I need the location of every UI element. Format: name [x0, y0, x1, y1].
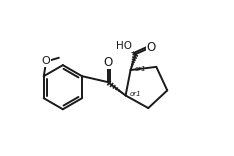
Text: HO: HO [116, 41, 132, 51]
Text: O: O [104, 56, 113, 69]
Text: or1: or1 [135, 66, 146, 72]
Text: or1: or1 [129, 91, 141, 97]
Text: O: O [146, 41, 156, 54]
Text: O: O [42, 56, 51, 66]
